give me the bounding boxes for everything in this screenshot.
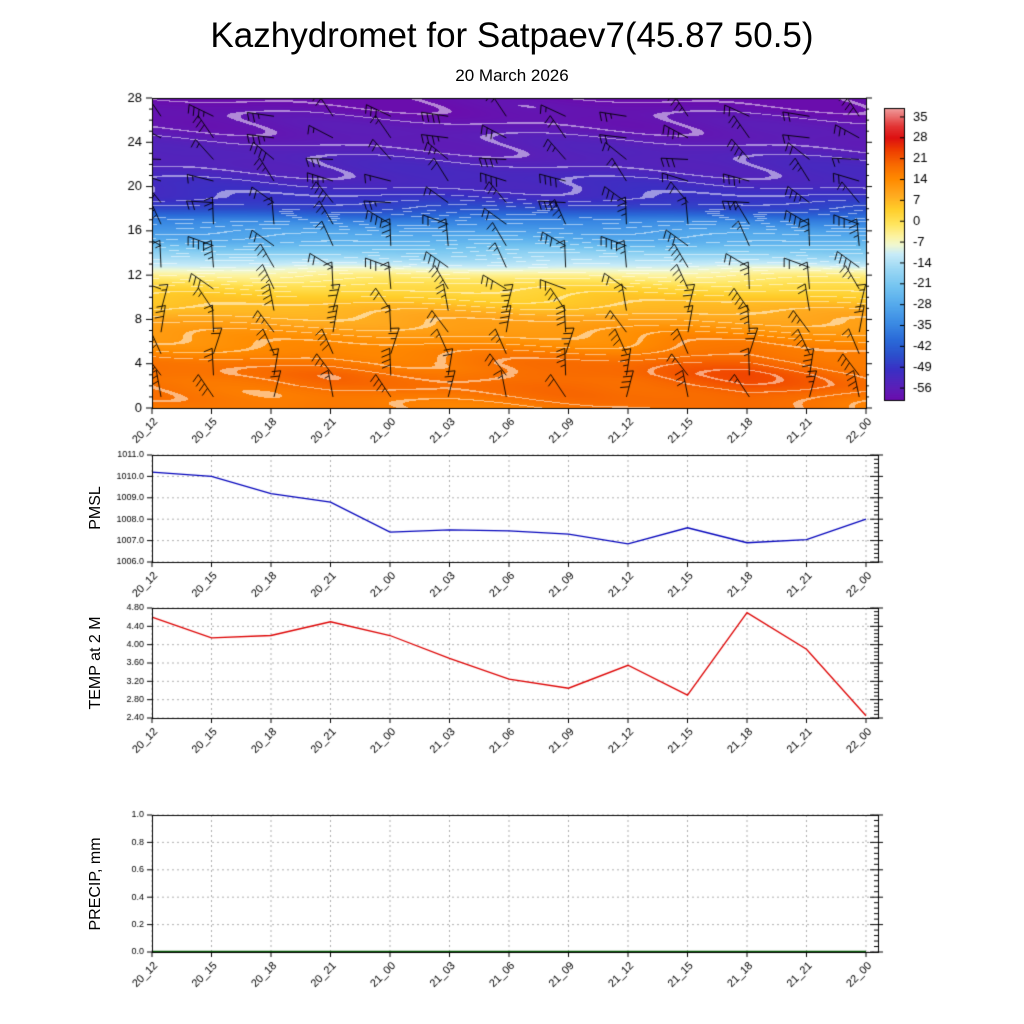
pmsl-axis-label: PMSL: [87, 486, 104, 530]
precip-axis-label: PRECIP, mm: [87, 837, 104, 931]
temp2m-axis-label: TEMP at 2 M: [87, 616, 104, 710]
chart-title: Kazhydromet for Satpaev7(45.87 50.5): [210, 16, 814, 55]
chart-subtitle: 20 March 2026: [455, 66, 569, 85]
